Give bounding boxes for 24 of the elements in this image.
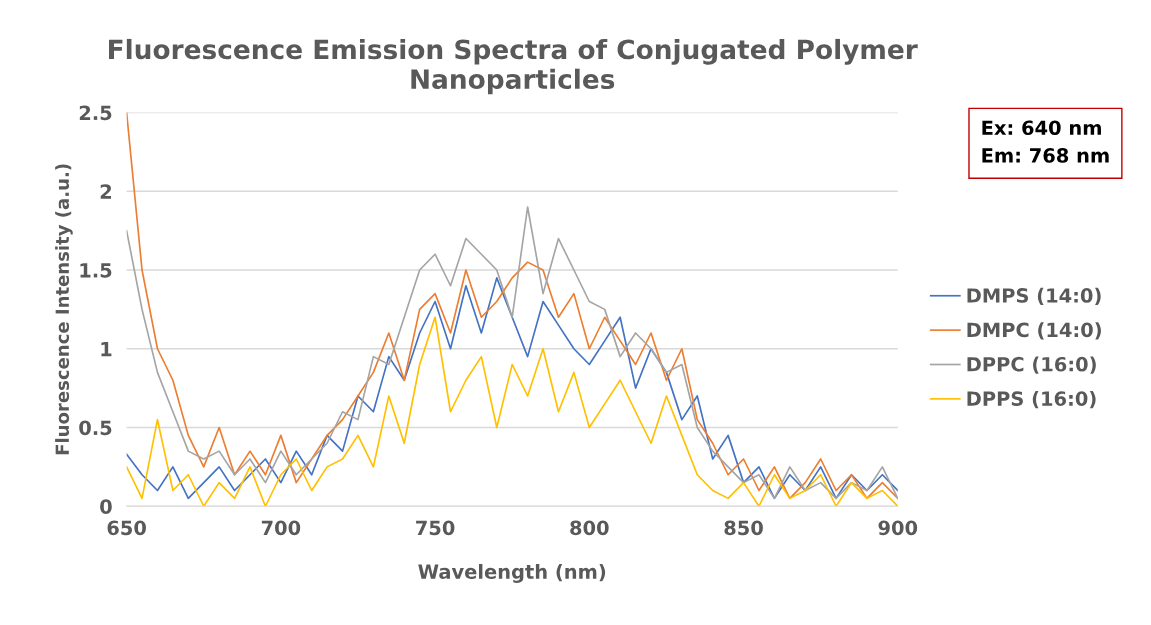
y-tick-label: 2.5	[79, 105, 112, 121]
y-axis-title: Fluorescence Intensity (a.u.)	[55, 164, 73, 455]
legend-label: DMPS (14:0)	[967, 287, 1101, 306]
x-tick-label: 850	[724, 520, 763, 536]
y-tick-label: 2	[100, 184, 112, 199]
x-tick-label: 800	[570, 520, 609, 536]
legend-label: DMPC (14:0)	[967, 322, 1101, 340]
line-series	[126, 112, 898, 500]
legend-label: DPPS (16:0)	[967, 390, 1096, 409]
x-tick-label: 650	[107, 520, 146, 536]
y-tick-label: 0.5	[79, 420, 112, 436]
x-tick-label: 900	[878, 520, 918, 536]
legend-label: DPPC (16:0)	[967, 356, 1096, 374]
x-axis-title: Wavelength (nm)	[418, 563, 606, 583]
x-tick-label: 700	[261, 520, 301, 536]
line-series	[126, 206, 898, 500]
y-tick-label: 1	[101, 341, 112, 357]
chart-title: Fluorescence Emission Spectra of Conjugated Polymer Nanoparticles	[109, 38, 918, 95]
line-series	[126, 277, 898, 500]
y-tick-label: 0	[100, 499, 112, 514]
text: Ex: 640 nm Em: 768 nm	[982, 120, 1109, 163]
y-tick-label: 1.5	[80, 263, 112, 278]
line-series	[126, 316, 898, 507]
x-tick-label: 750	[416, 520, 455, 536]
